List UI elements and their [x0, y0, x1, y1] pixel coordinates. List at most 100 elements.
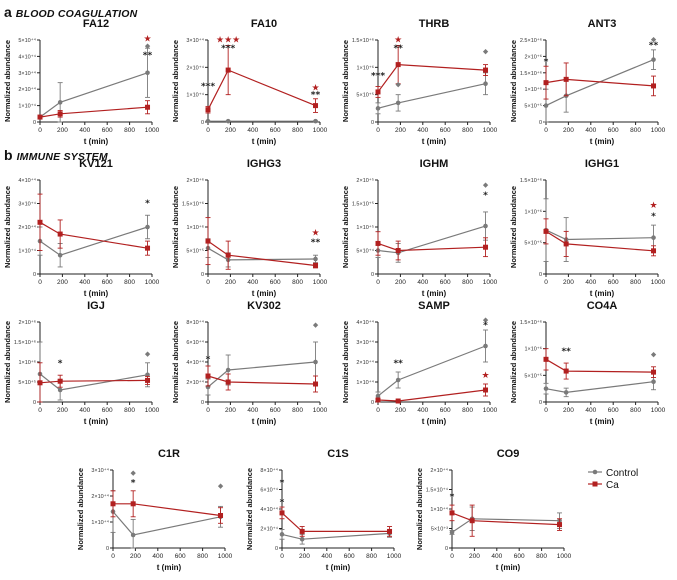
significance-asterisk: **: [393, 44, 403, 54]
chart-title: KV302: [247, 300, 281, 312]
series-line-ca: [377, 242, 486, 252]
series-line-control: [377, 345, 486, 397]
y-tick-label: 1.5×10⁺⁶: [352, 37, 374, 44]
y-tick-label: 1×10⁺⁴: [356, 379, 374, 386]
y-tick-label: 0: [201, 400, 204, 406]
significance-star: ★: [143, 35, 151, 45]
data-point-ca: [37, 219, 43, 225]
y-axis-label: Normalized abundance: [76, 468, 85, 550]
x-tick-label: 1000: [483, 127, 498, 134]
x-tick-label: 0: [450, 553, 454, 560]
x-tick-label: 1000: [145, 407, 160, 414]
data-point-ca: [651, 83, 657, 89]
chart-panel: IGHG3 0 5×10⁺⁵ 1×10⁺⁶ 1.5×10⁺⁶ 2×10⁺⁶ 0 200 400 6…: [171, 158, 328, 298]
data-point-ca: [313, 103, 319, 109]
significance-star: ★: [311, 228, 319, 238]
chart-panel: C1S 0 2×10⁺⁴ 4×10⁺⁴ 6×10⁺⁴ 8×10⁺⁴ 0 200 400 600 80…: [245, 448, 402, 572]
x-tick-label: 600: [175, 553, 186, 560]
y-tick-label: 0: [201, 272, 204, 278]
chart-panel: KV121 0 1×10⁺⁴ 2×10⁺⁴ 3×10⁺⁴ 4×10⁺⁴ 0 200 400 600…: [3, 158, 160, 298]
data-point-ca: [395, 398, 401, 404]
y-tick-label: 4×10⁺⁴: [186, 359, 204, 366]
series-line-ca: [207, 240, 316, 267]
section-title: BLOOD COAGULATION: [15, 8, 138, 20]
y-tick-label: 1×10⁺⁵: [356, 224, 374, 231]
y-tick-label: 2×10⁺⁵: [356, 177, 374, 184]
x-axis-label: t (min): [252, 137, 277, 146]
data-point-control: [205, 118, 211, 124]
significance-asterisk: *: [131, 479, 136, 489]
x-axis-label: t (min): [252, 289, 277, 298]
data-point-control: [145, 224, 150, 230]
y-tick-label: 2×10⁺⁴: [18, 224, 36, 231]
y-tick-label: 6×10⁺⁴: [186, 339, 204, 346]
data-point-control: [279, 532, 285, 537]
x-tick-label: 800: [462, 407, 473, 414]
x-axis-label: t (min): [326, 563, 351, 572]
y-tick-label: 0: [371, 272, 374, 278]
data-point-ca: [563, 368, 569, 374]
x-tick-label: 0: [38, 407, 42, 414]
x-tick-label: 200: [469, 553, 480, 560]
x-tick-label: 1000: [313, 279, 328, 286]
x-tick-label: 800: [124, 279, 135, 286]
data-point-control: [395, 377, 401, 383]
section-letter: a: [4, 4, 12, 20]
y-tick-label: 2×10⁺⁶: [18, 319, 36, 326]
x-axis-label: t (min): [157, 563, 182, 572]
data-point-control: [57, 252, 63, 258]
data-point-ca: [557, 522, 563, 528]
y-axis-label: Normalized abundance: [415, 468, 424, 550]
y-tick-label: 1×10⁺⁶: [524, 346, 542, 353]
x-tick-label: 600: [608, 127, 619, 134]
series-line-ca: [377, 389, 486, 402]
y-tick-label: 5×10⁺³: [431, 526, 448, 533]
y-tick-label: 3×10⁺⁴: [186, 37, 204, 44]
data-point-control: [313, 256, 318, 262]
chart-title: IGHG3: [247, 158, 281, 170]
x-tick-label: 400: [585, 407, 596, 414]
significance-asterisk: *: [483, 191, 488, 201]
chart-title: C1S: [327, 448, 348, 460]
data-point-ca: [225, 379, 231, 385]
significance-asterisk: **: [143, 51, 153, 61]
data-point-control: [57, 100, 63, 105]
significance-diamond: ◆: [483, 316, 489, 324]
x-tick-label: 1000: [387, 553, 402, 560]
data-point-ca: [57, 111, 63, 117]
x-tick-label: 400: [79, 127, 90, 134]
data-point-control: [313, 118, 318, 124]
series-line-ca: [113, 503, 221, 517]
data-point-control: [57, 387, 63, 393]
significance-diamond: ◆: [130, 469, 136, 477]
data-point-ca: [469, 518, 475, 524]
significance-asterisk: *: [280, 498, 285, 508]
x-tick-label: 600: [440, 407, 451, 414]
series-line-ca: [451, 512, 560, 526]
chart-title: ANT3: [588, 18, 617, 30]
x-tick-label: 600: [608, 407, 619, 414]
x-tick-label: 1000: [145, 279, 160, 286]
significance-asterisk: ***: [221, 44, 235, 54]
chart-title: SAMP: [418, 300, 450, 312]
x-tick-label: 1000: [145, 127, 160, 134]
chart-panel: KV302 0 2×10⁺⁴ 4×10⁺⁴ 6×10⁺⁴ 8×10⁺⁴ 0 200 400 600…: [171, 300, 328, 426]
y-tick-label: 4×10⁺⁴: [356, 319, 374, 326]
y-tick-label: 1.5×10⁺⁶: [520, 70, 542, 77]
y-tick-label: 0: [371, 120, 374, 126]
x-tick-label: 200: [563, 279, 574, 286]
x-tick-label: 200: [563, 127, 574, 134]
y-tick-label: 2.5×10⁺⁶: [520, 37, 542, 44]
y-tick-label: 0: [445, 546, 448, 552]
significance-asterisk: **: [561, 347, 571, 357]
data-point-ca: [145, 245, 151, 251]
significance-diamond: ◆: [651, 36, 657, 44]
y-axis-label: Normalized abundance: [171, 321, 180, 403]
x-axis-label: t (min): [422, 417, 447, 426]
chart-title: CO9: [497, 448, 520, 460]
x-tick-label: 0: [206, 279, 210, 286]
chart-panel: SAMP 0 1×10⁺⁴ 2×10⁺⁴ 3×10⁺⁴ 4×10⁺⁴ 0 200 400 600 8…: [341, 300, 498, 426]
x-axis-label: t (min): [590, 137, 615, 146]
x-tick-label: 800: [292, 127, 303, 134]
x-tick-label: 0: [376, 407, 380, 414]
